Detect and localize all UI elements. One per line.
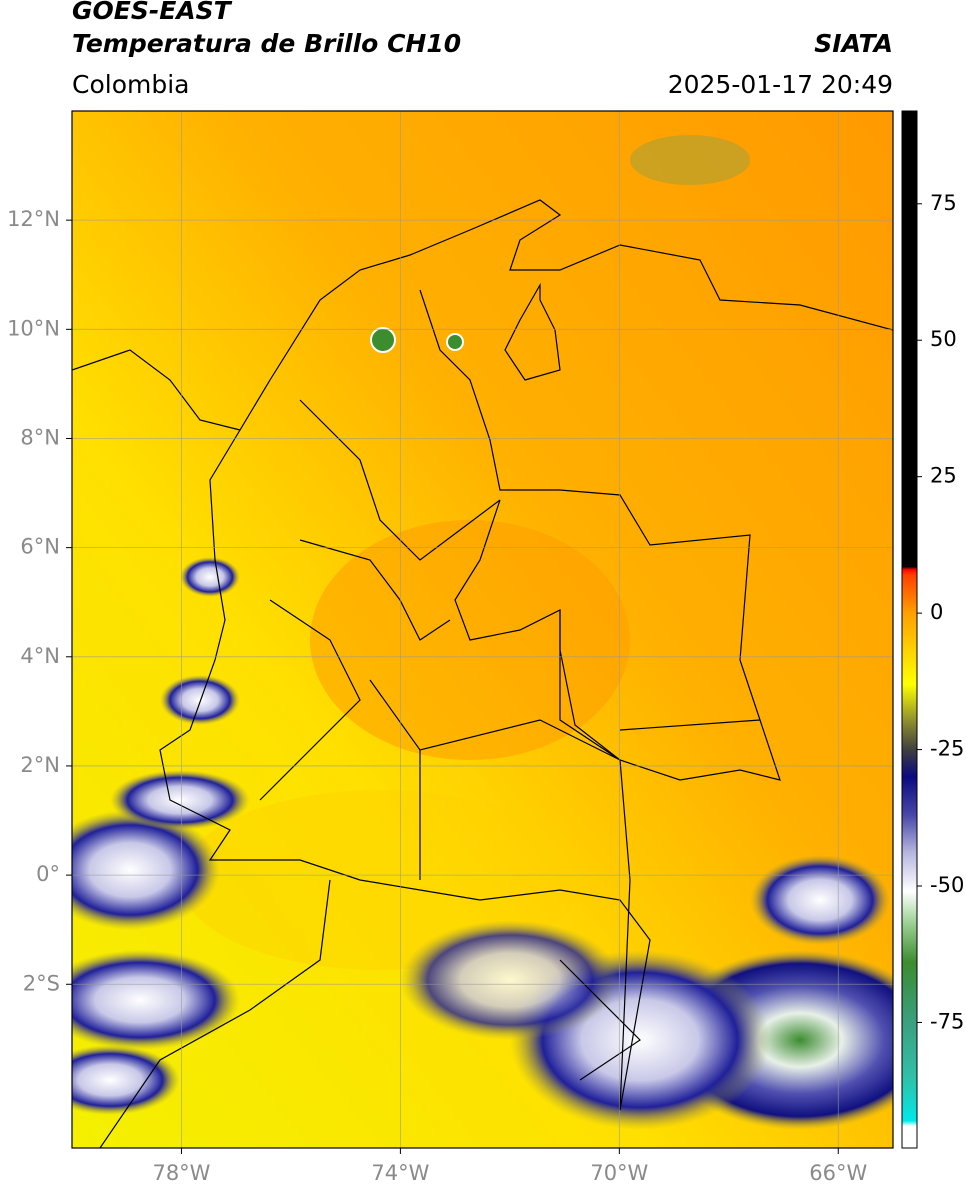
y-tick-label: 2°N <box>20 753 60 777</box>
region: Colombia <box>72 70 189 99</box>
timestamp: 2025-01-17 20:49 <box>668 70 893 99</box>
y-tick-label: 6°N <box>20 535 60 559</box>
colorbar-tick-label: -25 <box>930 737 964 761</box>
colorbar <box>901 110 918 1149</box>
colorbar-tick-label: -50 <box>930 873 964 897</box>
x-tick-label: 78°W <box>152 1161 210 1185</box>
y-tick-label: 2°S <box>23 971 60 995</box>
x-tick-label: 66°W <box>809 1161 867 1185</box>
y-tick-label: 10°N <box>7 316 60 340</box>
colorbar-tick-label: 25 <box>930 464 957 488</box>
y-tick-label: 8°N <box>20 425 60 449</box>
y-tick-label: 0° <box>36 862 60 886</box>
title: GOES-EAST <box>72 0 233 25</box>
colorbar-tick-label: 50 <box>930 327 957 351</box>
y-tick-label: 4°N <box>20 644 60 668</box>
source: SIATA <box>814 29 893 58</box>
colorbar-tick-label: -75 <box>930 1009 964 1033</box>
x-tick-label: 74°W <box>371 1161 429 1185</box>
subtitle: Temperatura de Brillo CH10 <box>72 29 461 58</box>
x-tick-label: 70°W <box>590 1161 648 1185</box>
satellite-image <box>72 111 893 1148</box>
y-tick-label: 12°N <box>7 207 60 231</box>
map-frame <box>71 110 894 1149</box>
colorbar-tick-label: 75 <box>930 191 957 215</box>
colorbar-tick-label: 0 <box>930 600 943 624</box>
